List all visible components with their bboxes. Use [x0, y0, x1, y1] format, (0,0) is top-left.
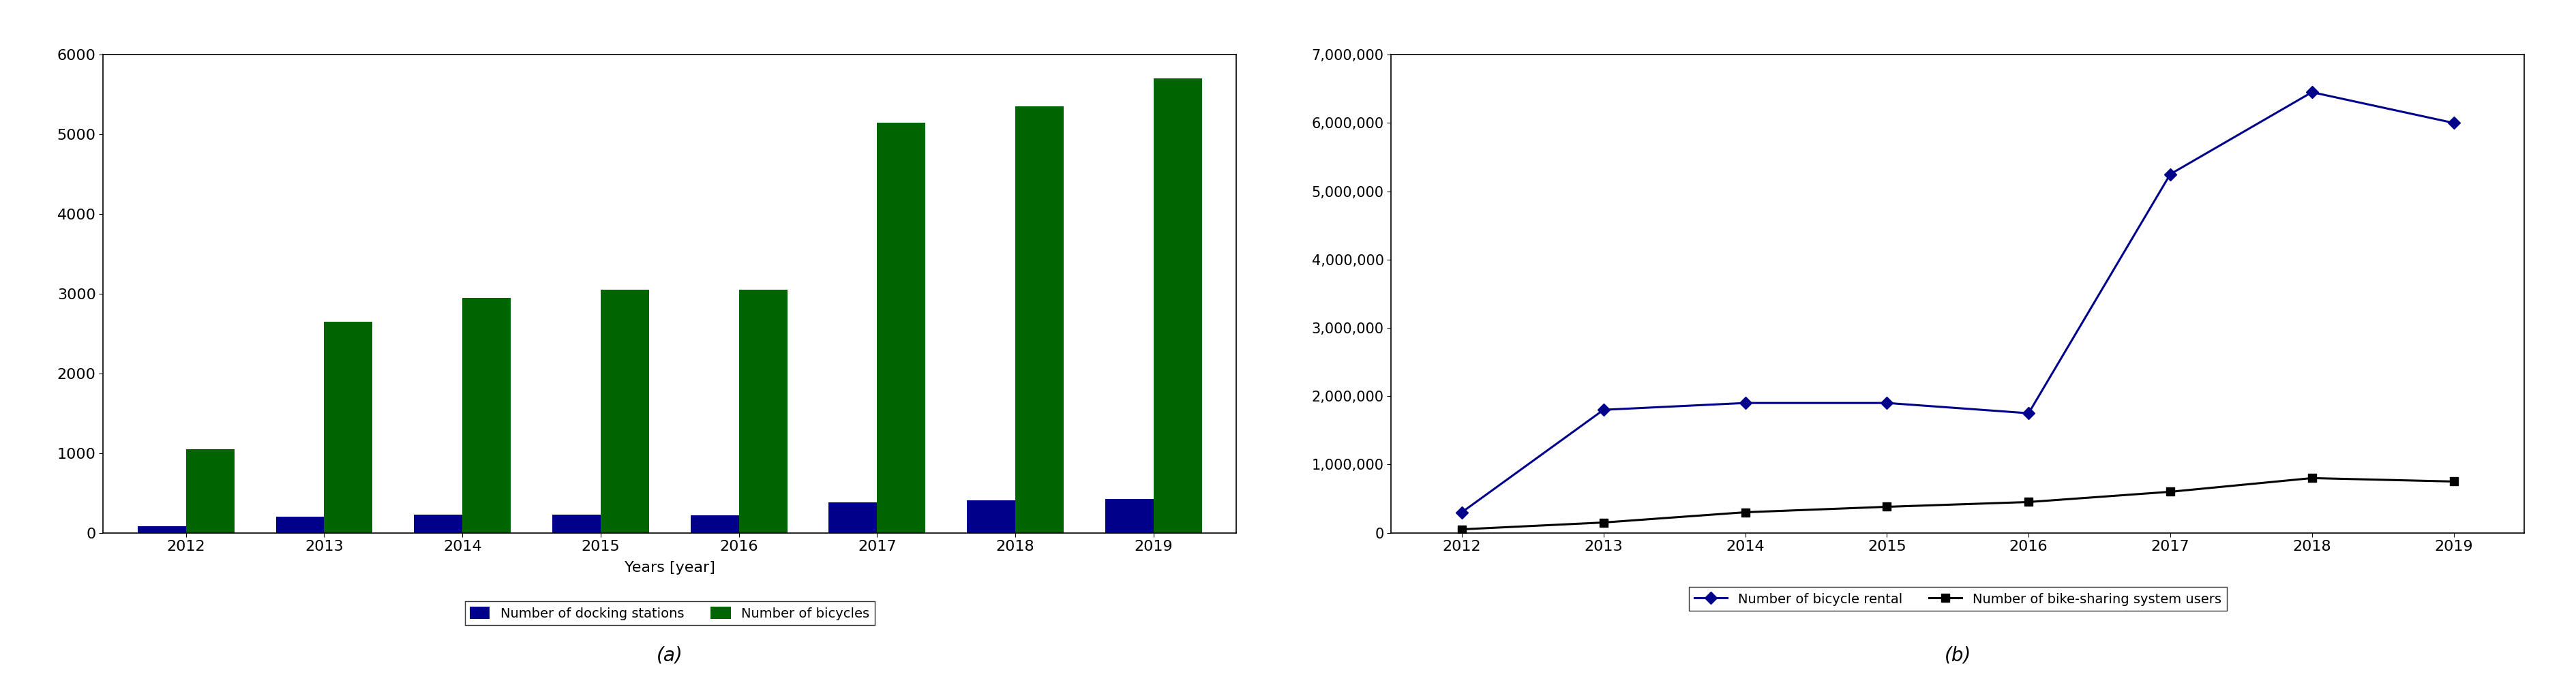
Bar [829, 503, 876, 533]
Bar [276, 517, 325, 533]
Number of bike-sharing system users [1448, 525, 1479, 533]
Text: (a): (a) [657, 646, 683, 665]
Number of bike-sharing system users [2439, 477, 2470, 486]
Bar [415, 514, 464, 533]
Legend: Number of docking stations, Number of bicycles: Number of docking stations, Number of bi… [464, 602, 876, 626]
Number of bicycle rental [2298, 88, 2329, 96]
Number of bicycle rental [1448, 508, 1479, 516]
Number of bike-sharing system users [1587, 518, 1618, 527]
Number of bike-sharing system users [2156, 488, 2187, 496]
Line: Number of bicycle rental: Number of bicycle rental [1458, 88, 2458, 516]
Number of bike-sharing system users [2298, 474, 2329, 482]
Bar [739, 290, 788, 533]
Bar [1105, 499, 1154, 533]
Number of bike-sharing system users [1731, 508, 1762, 516]
Bar [137, 527, 185, 533]
Bar [690, 515, 739, 533]
Number of bicycle rental [2156, 170, 2187, 178]
Number of bicycle rental [2012, 409, 2043, 417]
Number of bicycle rental [2439, 119, 2470, 127]
Line: Number of bike-sharing system users: Number of bike-sharing system users [1458, 474, 2458, 533]
X-axis label: Years [year]: Years [year] [623, 561, 716, 574]
Bar [325, 322, 374, 533]
Number of bicycle rental [1873, 399, 1904, 407]
Bar [1015, 107, 1064, 533]
Number of bicycle rental [1731, 399, 1762, 407]
Bar [966, 500, 1015, 533]
Bar [600, 290, 649, 533]
Bar [551, 514, 600, 533]
Bar [185, 449, 234, 533]
Bar [464, 298, 510, 533]
Bar [1154, 79, 1203, 533]
Legend: Number of bicycle rental, Number of bike-sharing system users: Number of bicycle rental, Number of bike… [1690, 587, 2226, 611]
Bar [876, 122, 925, 533]
Text: (b): (b) [1945, 646, 1971, 665]
Number of bicycle rental [1587, 406, 1618, 414]
Number of bike-sharing system users [1873, 503, 1904, 511]
Number of bike-sharing system users [2012, 498, 2043, 506]
